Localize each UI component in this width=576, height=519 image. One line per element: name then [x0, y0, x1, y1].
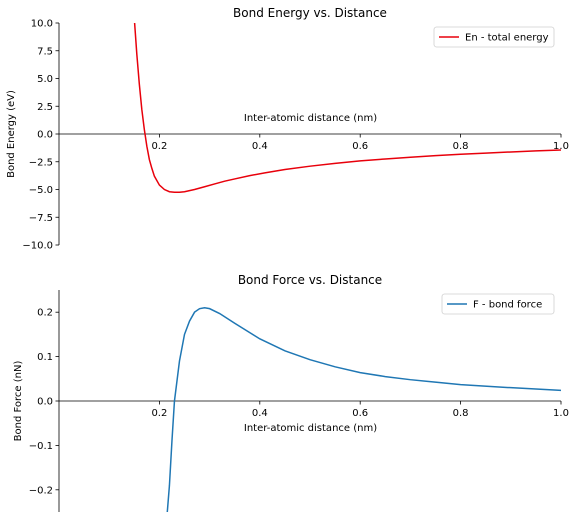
chart-1: Bond Energy vs. Distance −10.0 −7.5 −5.0 −2.… — [6, 6, 569, 252]
y-tick-label: 0.0 — [37, 397, 53, 408]
chart-2: Bond Force vs. Distance −0.2 −0.1 0.0 0.1 0.2… — [13, 273, 569, 512]
series-line-1 — [133, 23, 561, 194]
y-tick-label: 2.5 — [37, 102, 53, 113]
x-tick-label: 0.6 — [352, 408, 368, 419]
legend: En - total energy — [433, 26, 555, 48]
y-tick-label: −0.2 — [29, 485, 53, 496]
x-tick-label: 0.2 — [151, 141, 167, 152]
x-tick-label: 0.8 — [453, 141, 469, 152]
x-axis-label: Inter-atomic distance (nm) — [244, 113, 377, 124]
y-tick-label: −0.1 — [29, 441, 53, 452]
y-tick-label: 5.0 — [37, 74, 53, 85]
y-tick-label: −5.0 — [29, 185, 53, 196]
x-tick-label: 0.8 — [453, 408, 469, 419]
legend-label: F - bond force — [473, 300, 542, 311]
x-axis-label: Inter-atomic distance (nm) — [244, 423, 377, 434]
legend-box — [433, 26, 555, 48]
y-axis-label: Bond Energy (eV) — [6, 90, 17, 178]
y-tick-label: 0.2 — [37, 308, 53, 319]
y-tick-label: −2.5 — [29, 157, 53, 168]
y-tick-label: 10.0 — [31, 19, 53, 30]
y-tick-label: 0.0 — [37, 130, 53, 141]
chart-title: Bond Force vs. Distance — [238, 273, 382, 287]
x-tick-label: 1.0 — [553, 141, 569, 152]
x-tick-label: 1.0 — [553, 408, 569, 419]
y-tick-label: 0.1 — [37, 352, 53, 363]
y-tick-label: −7.5 — [29, 213, 53, 224]
x-tick-label: 0.4 — [252, 408, 268, 419]
legend-label: En - total energy — [465, 33, 549, 44]
y-axis-label: Bond Force (nN) — [13, 361, 24, 442]
y-tick-label: −10.0 — [22, 241, 53, 252]
legend: F - bond force — [441, 293, 555, 315]
chart-title: Bond Energy vs. Distance — [233, 6, 387, 20]
x-tick-label: 0.2 — [151, 408, 167, 419]
series-line-1 — [166, 306, 561, 512]
legend-box — [441, 293, 555, 315]
x-tick-label: 0.6 — [352, 141, 368, 152]
x-tick-label: 0.4 — [252, 141, 268, 152]
y-tick-label: 7.5 — [37, 46, 53, 57]
